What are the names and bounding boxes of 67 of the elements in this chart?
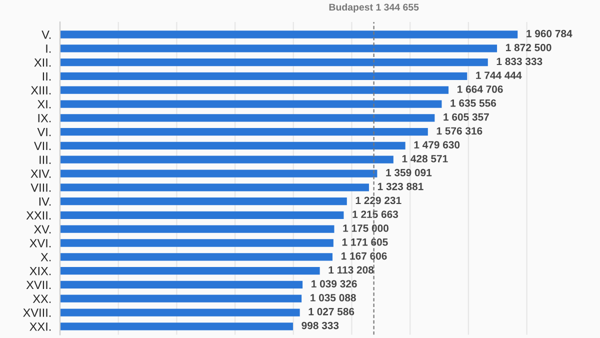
data-label: 1 171 605 bbox=[342, 238, 388, 246]
data-label: 1 635 556 bbox=[450, 99, 496, 107]
data-label: 1 323 881 bbox=[378, 182, 424, 190]
bar bbox=[60, 225, 334, 233]
bar bbox=[60, 44, 498, 52]
y-tick-label: XIII. bbox=[30, 86, 51, 94]
y-tick-label: V. bbox=[42, 30, 51, 39]
ref-line-label: Budapest 1 344 655 bbox=[329, 3, 419, 13]
data-label: 1 167 606 bbox=[341, 252, 387, 260]
y-tick-label: VII. bbox=[34, 142, 51, 150]
data-label: 1 027 586 bbox=[308, 308, 354, 316]
bar bbox=[60, 197, 347, 206]
data-label: 998 333 bbox=[302, 322, 339, 330]
bar bbox=[60, 114, 435, 122]
bar bbox=[60, 211, 344, 220]
bar bbox=[60, 142, 406, 150]
data-label: 1 664 706 bbox=[458, 86, 503, 93]
bar bbox=[60, 280, 303, 289]
bar bbox=[60, 253, 333, 261]
y-tick-label: XVIII. bbox=[23, 308, 51, 317]
data-label: 1 113 208 bbox=[328, 266, 374, 274]
data-label: 1 833 333 bbox=[496, 58, 542, 66]
y-tick-label: XXI. bbox=[30, 322, 51, 331]
data-label: 1 229 231 bbox=[356, 196, 402, 204]
bar bbox=[60, 170, 378, 178]
bar bbox=[60, 156, 394, 164]
data-label: 1 035 088 bbox=[310, 294, 356, 302]
bar bbox=[60, 100, 442, 108]
y-tick-label: XIV. bbox=[30, 170, 51, 178]
data-label: 1 479 630 bbox=[414, 141, 460, 149]
data-label: 1 576 316 bbox=[436, 127, 482, 135]
data-label: 1 359 091 bbox=[386, 168, 432, 176]
bar bbox=[60, 239, 334, 247]
y-tick-label: I. bbox=[46, 44, 51, 53]
data-label: 1 175 000 bbox=[343, 224, 388, 232]
y-tick-label: XX. bbox=[32, 294, 51, 303]
y-tick-label: VIII. bbox=[30, 184, 51, 192]
data-label: 1 744 444 bbox=[476, 72, 522, 79]
y-tick-label: XXII. bbox=[26, 211, 51, 220]
data-label: 1 605 357 bbox=[444, 113, 489, 121]
bar bbox=[60, 72, 468, 80]
data-label: 1 960 784 bbox=[526, 30, 572, 38]
y-tick-label: II. bbox=[42, 72, 51, 80]
bar bbox=[60, 294, 302, 302]
bar bbox=[60, 58, 488, 66]
y-tick-label: XI. bbox=[38, 100, 51, 108]
y-tick-label: XIX. bbox=[30, 266, 51, 276]
y-tick-label: XVI. bbox=[30, 239, 51, 248]
y-tick-label: IX. bbox=[38, 114, 51, 122]
y-tick-label: X. bbox=[40, 253, 51, 262]
bar bbox=[60, 184, 369, 192]
data-label: 1 215 663 bbox=[352, 210, 398, 218]
bar bbox=[60, 30, 518, 38]
bar bbox=[60, 322, 293, 330]
y-tick-label: XV. bbox=[34, 225, 51, 234]
y-tick-label: VI. bbox=[37, 128, 51, 136]
bar bbox=[60, 86, 449, 94]
y-tick-label: XVII. bbox=[26, 280, 51, 289]
bar bbox=[60, 266, 320, 275]
data-label: 1 039 326 bbox=[312, 280, 357, 288]
y-tick-label: XII. bbox=[34, 58, 51, 67]
bar bbox=[60, 308, 300, 316]
y-tick-label: III. bbox=[40, 156, 51, 164]
data-label: 1 428 571 bbox=[402, 155, 448, 162]
y-tick-label: IV. bbox=[39, 197, 51, 206]
data-label: 1 872 500 bbox=[506, 44, 552, 52]
bar bbox=[60, 128, 428, 136]
